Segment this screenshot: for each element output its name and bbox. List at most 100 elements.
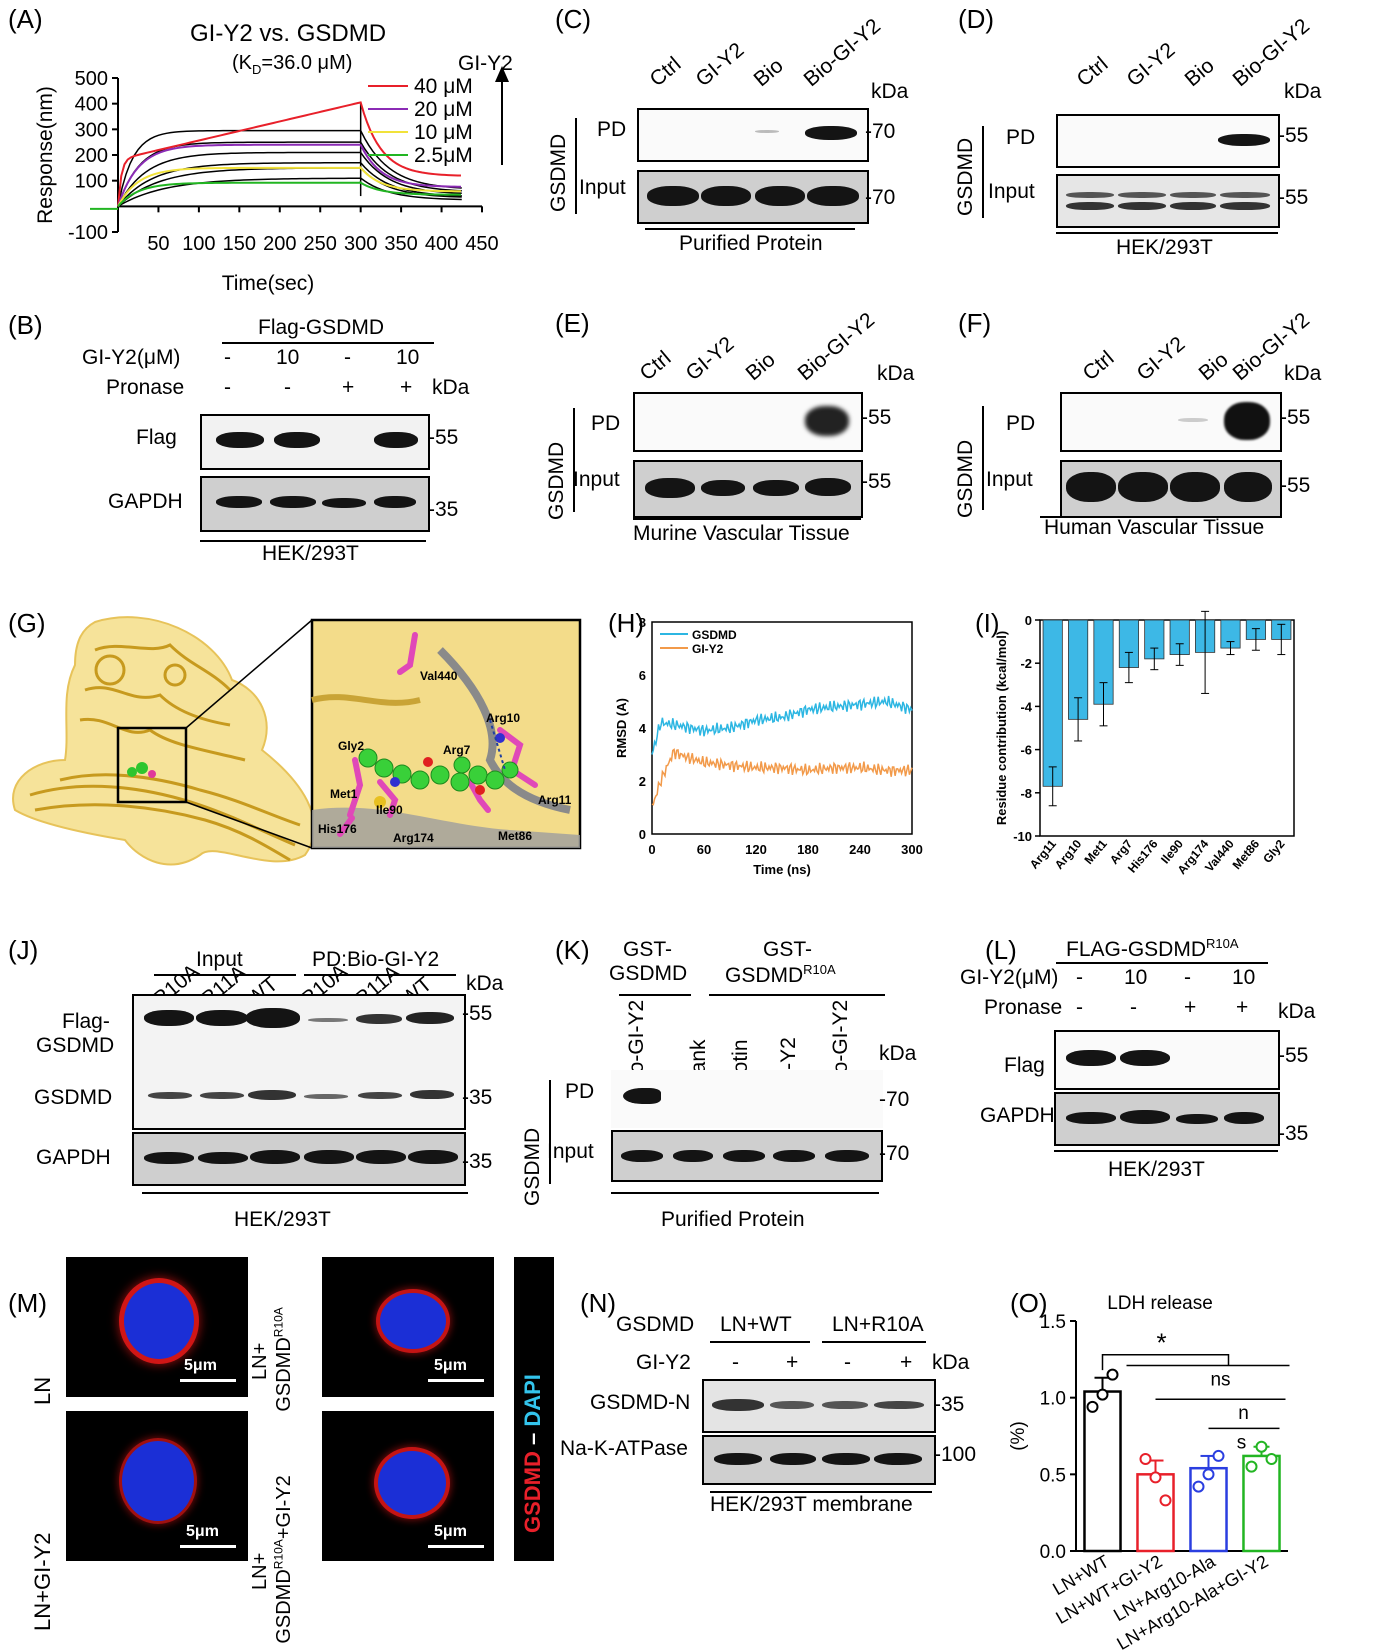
g-res-met1: Met1 (330, 787, 358, 801)
b-row1-0: - (224, 346, 231, 369)
o-point (1255, 1440, 1268, 1453)
c-side-label: GSDMD (547, 133, 570, 212)
n-row-gsdmdn: GSDMD-N (590, 1391, 691, 1414)
c-blot-pd (637, 108, 869, 162)
n-sign-2: - (844, 1351, 851, 1374)
b-kda: kDa (432, 376, 470, 399)
e-lane-0: Ctrl (635, 346, 676, 386)
o-point (1265, 1453, 1278, 1465)
l-kda: kDa (1278, 1000, 1316, 1023)
chart-a-svg: -100 100 200 300 400 500 50 100 150 200 250 300 350 4… (34, 66, 509, 295)
n-gsdmd: GSDMD (616, 1313, 695, 1336)
a-ytick-label: 300 (75, 119, 108, 141)
o-bar-1 (1136, 1473, 1175, 1553)
i-xtick-label: Met1 (1081, 837, 1110, 867)
a-xtick-label: 100 (182, 233, 215, 255)
n-footer: HEK/293T membrane (710, 1493, 913, 1516)
f-mw-in: -55 (1280, 474, 1311, 497)
o-n: n (1238, 1403, 1249, 1424)
j-mw-1: -35 (462, 1086, 493, 1109)
i-xtick-label: Met86 (1230, 837, 1263, 872)
b-blot-gapdh (200, 476, 430, 532)
k-pd-label: PD (565, 1080, 595, 1103)
e-input-label: Input (573, 468, 620, 491)
a-series-2 (117, 165, 461, 207)
i-ytick-label: -8 (1020, 786, 1032, 801)
m-image-ln: 5μm (66, 1257, 248, 1397)
m-label-ln: LN (30, 1376, 55, 1405)
o-point (1139, 1453, 1152, 1465)
h-ytick-label: 4 (639, 721, 647, 736)
l-row1-1: 10 (1124, 966, 1148, 989)
n-blot-gsdmdn (702, 1379, 936, 1433)
m-scale-2: 5μm (186, 1523, 219, 1540)
a-ytick-label: 500 (75, 68, 108, 90)
e-footer: Murine Vascular Tissue (633, 522, 850, 545)
f-mw-pd: -55 (1280, 406, 1311, 429)
b-row2-1: - (284, 376, 291, 399)
e-kda: kDa (877, 362, 915, 385)
o-ytick-label: 1.5 (1040, 1312, 1066, 1333)
chart-o-svg: LDH release0.00.51.01.5(%)LN+WTLN+WT+GI-… (1008, 1293, 1290, 1650)
g-res-ile90: Ile90 (376, 803, 403, 817)
h-ytick-label: 0 (639, 827, 646, 842)
e-lane-1: GI-Y2 (681, 332, 739, 386)
l-header: FLAG-GSDMDR10A (1066, 936, 1239, 961)
a-legend-label-0: 40 μM (414, 75, 473, 98)
o-bracket-star (1101, 1353, 1230, 1371)
o-bar-0 (1083, 1390, 1122, 1553)
a-xlabel: Time(sec) (222, 272, 315, 295)
chart-a-legend-title: GI-Y2 (458, 52, 513, 75)
d-lane-1: GI-Y2 (1122, 38, 1180, 92)
k-input-label: Input (547, 1140, 594, 1163)
e-side-label: GSDMD (545, 441, 568, 520)
o-s: s (1237, 1432, 1247, 1453)
c-kda: kDa (871, 80, 909, 103)
b-row2-label: Pronase (106, 376, 185, 399)
panel-a: GI-Y2 vs. GSDMD (KD=36.0 μM) GI-Y2 -100 1… (0, 0, 540, 310)
k-mw-0: -70 (879, 1088, 910, 1111)
h-xtick-label: 60 (697, 842, 711, 857)
panel-label-f: (F) (958, 308, 992, 338)
h-xtick-label: 240 (849, 842, 871, 857)
b-header: Flag-GSDMD (258, 316, 385, 339)
l-mw-35: -35 (1278, 1122, 1309, 1145)
n-mw-35: -35 (934, 1393, 965, 1416)
o-ytick-label: 0.5 (1040, 1465, 1066, 1486)
d-footer: HEK/293T (1116, 236, 1213, 259)
panel-label-n: (N) (580, 1288, 617, 1318)
m-image-r10a-gy: 5μm (322, 1411, 494, 1561)
g-res-val440: Val440 (420, 669, 458, 683)
o-ns: ns (1210, 1369, 1230, 1390)
n-mw-100: -100 (934, 1443, 977, 1466)
h-series-1 (651, 748, 913, 806)
j-blot-gapdh (132, 1132, 466, 1186)
d-mw-in: -55 (1278, 186, 1309, 209)
a-xtick-label: 50 (147, 233, 169, 255)
i-ytick-label: -6 (1020, 743, 1032, 758)
d-kda: kDa (1284, 80, 1322, 103)
h-ylabel: RMSD (A) (614, 698, 629, 758)
h-ytick-label: 6 (639, 668, 646, 683)
i-ytick-label: -4 (1020, 699, 1032, 714)
n-sign-3: + (900, 1351, 913, 1374)
c-lane-1: GI-Y2 (691, 38, 749, 92)
panel-label-d: (D) (958, 4, 995, 34)
g-res-arg7: Arg7 (443, 743, 471, 757)
panel-label-e: (E) (555, 308, 590, 338)
panel-f: Ctrl GI-Y2 Bio Bio-GI-Y2 kDa GSDMD PD In… (948, 308, 1400, 600)
o-bar-2 (1189, 1466, 1228, 1553)
h-legend-label-1: GI-Y2 (692, 642, 724, 656)
j-input-header: Input (196, 948, 243, 971)
n-row-label: GI-Y2 (636, 1351, 691, 1374)
m-label-r10a-gy-2: GSDMDR10A+GI-Y2 (271, 1475, 295, 1644)
o-ylabel: (%) (1008, 1421, 1029, 1451)
a-series-0 (117, 101, 461, 207)
o-point (1086, 1400, 1099, 1413)
d-mw-pd: -55 (1278, 124, 1309, 147)
b-footer: HEK/293T (262, 542, 359, 565)
n-sign-1: + (786, 1351, 799, 1374)
k-mw-1: -70 (879, 1142, 910, 1165)
a-xtick-label: 350 (384, 233, 417, 255)
m-image-ln-gy: 5μm (66, 1411, 248, 1561)
